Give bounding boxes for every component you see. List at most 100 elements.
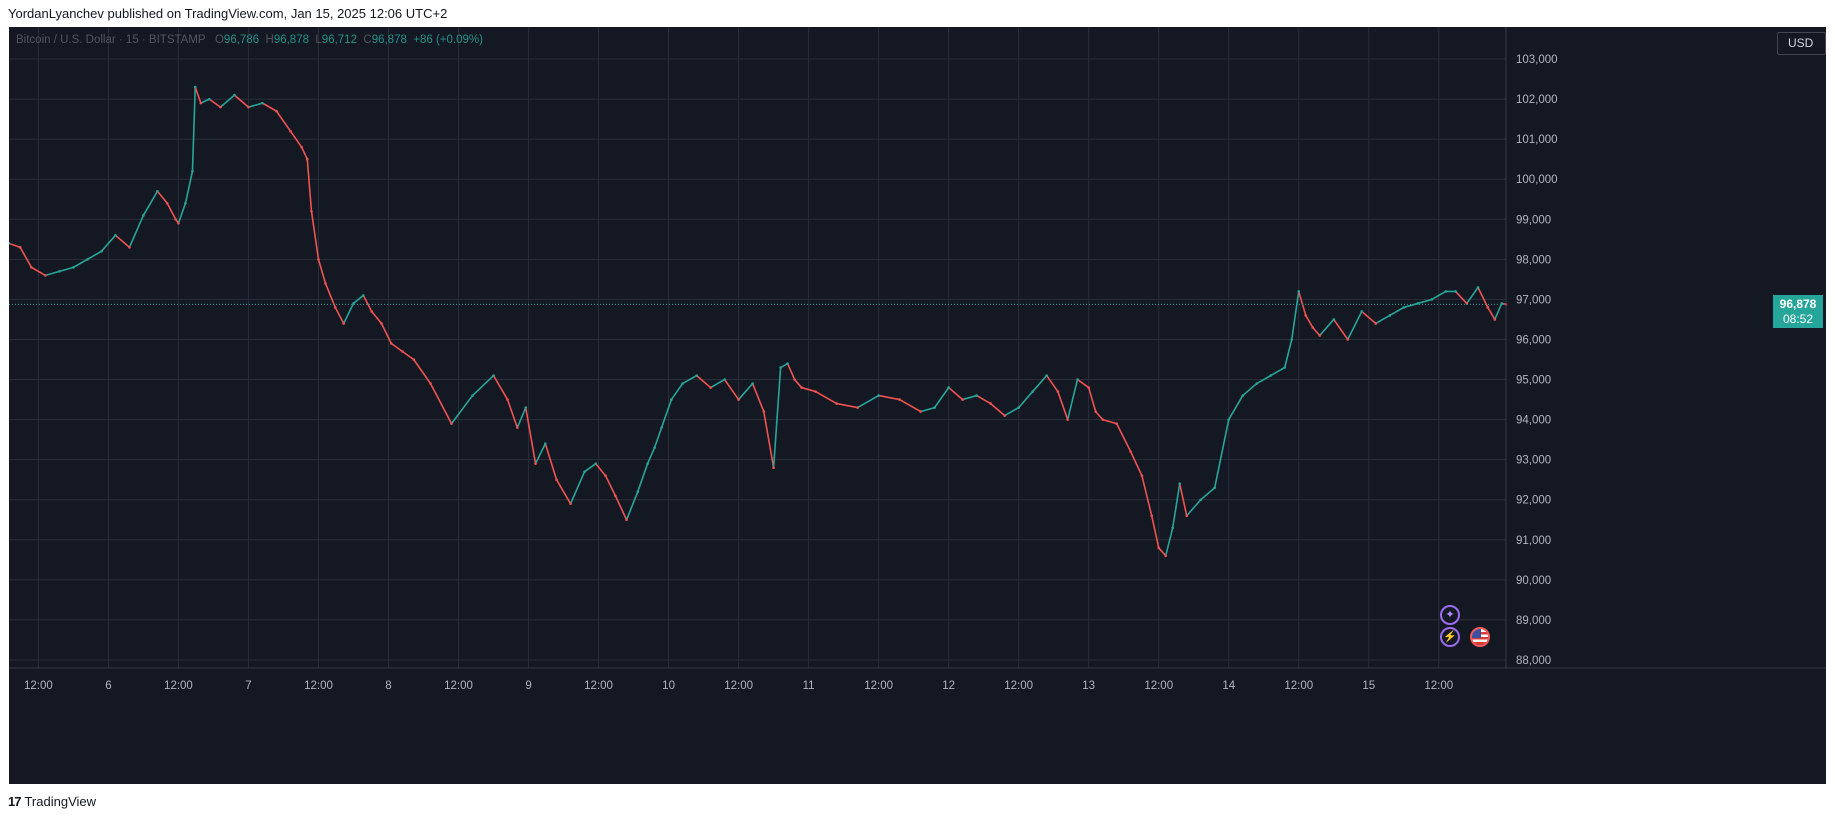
x-tick-label: 12:00 [724, 680, 753, 692]
chart-area[interactable]: 88,000 89,000 90,000 91,000 92,000 93,000 94,0… [9, 27, 1826, 784]
footer-brand[interactable]: 17 TradingView [8, 793, 96, 811]
x-tick-label: 7 [245, 680, 251, 692]
price-point [305, 157, 309, 161]
price-segment [19, 246, 33, 269]
price-point [1003, 414, 1006, 417]
price-segment [1076, 378, 1090, 389]
price-segment [177, 202, 187, 225]
price-segment [450, 394, 474, 425]
price-segment [306, 158, 313, 213]
x-tick-label: 11 [803, 680, 815, 692]
currency-selector[interactable]: USD [1777, 32, 1826, 55]
price-point [625, 518, 628, 522]
price-segment [737, 382, 754, 401]
price-segment [898, 398, 922, 413]
x-tick-label: 12:00 [1144, 680, 1173, 692]
y-tick-label: 102,000 [1516, 94, 1558, 106]
x-tick-label: 12:00 [864, 680, 893, 692]
price-segment [58, 266, 75, 273]
price-point [156, 189, 159, 193]
us-flag-icon[interactable] [1470, 627, 1490, 647]
price-point [1388, 314, 1392, 317]
price-segment [1057, 390, 1069, 421]
price-segment [814, 390, 838, 405]
price-point [1500, 302, 1504, 305]
price-point [1164, 554, 1168, 558]
legend-close-value: 96,878 [371, 34, 407, 46]
price-segment [1486, 306, 1496, 321]
price-point [898, 398, 901, 401]
price-segment [1129, 450, 1143, 477]
price-point [1076, 378, 1079, 381]
price-point [1185, 514, 1189, 518]
y-tick-label: 92,000 [1516, 495, 1551, 507]
price-segment [933, 386, 950, 409]
star-event-icon[interactable]: ✦ [1440, 605, 1460, 625]
lightning-event-icon[interactable]: ⚡ [1440, 627, 1460, 647]
price-point [191, 169, 194, 173]
price-point [86, 258, 89, 261]
price-point [1115, 422, 1118, 425]
price-point [1332, 318, 1336, 321]
price-segment [1290, 290, 1300, 341]
x-tick-label: 13 [1082, 680, 1095, 692]
price-segment [1493, 302, 1503, 321]
legend-symbol: Bitcoin / U.S. Dollar · 15 · BITSTAMP [16, 34, 206, 46]
price-axis-panel [1506, 27, 1826, 784]
price-segment [310, 210, 320, 261]
price-point [289, 129, 292, 133]
price-segment [1402, 302, 1419, 309]
price-segment [200, 98, 211, 104]
price-point [1227, 418, 1231, 421]
y-tick-label: 97,000 [1516, 294, 1551, 306]
price-point [58, 270, 61, 273]
price-point [975, 394, 978, 397]
y-tick-label: 98,000 [1516, 254, 1551, 266]
x-tick-label: 6 [105, 680, 111, 692]
price-series-layer [9, 85, 1508, 558]
price-segment [1346, 310, 1363, 341]
price-segment [471, 374, 495, 397]
price-point [1318, 334, 1322, 337]
price-segment [1115, 422, 1132, 453]
price-segment [947, 386, 964, 401]
x-tick-label: 10 [662, 680, 675, 692]
price-point [1150, 514, 1154, 518]
price-segment [594, 462, 607, 477]
x-tick-label: 8 [385, 680, 391, 692]
price-point [300, 145, 303, 149]
price-segment [1269, 366, 1286, 377]
price-segment [194, 86, 202, 104]
price-segment [208, 98, 222, 108]
price-point [177, 222, 180, 225]
price-segment [233, 94, 250, 108]
price-segment [1454, 290, 1468, 305]
price-segment [401, 350, 415, 361]
price-segment [660, 398, 673, 429]
price-point [317, 258, 320, 261]
y-tick-label: 94,000 [1516, 415, 1551, 427]
price-point [614, 494, 617, 498]
price-segment [670, 382, 684, 401]
price-segment [779, 362, 789, 369]
price-segment [342, 302, 355, 325]
price-point [670, 398, 673, 401]
price-segment [1199, 486, 1216, 501]
price-point [9, 242, 11, 245]
legend-high-label: H [265, 34, 274, 46]
price-segment [289, 130, 303, 148]
price-chart[interactable]: 88,000 89,000 90,000 91,000 92,000 93,000 94,0… [9, 27, 1826, 784]
legend-low-value: 96,712 [321, 34, 357, 46]
price-segment [772, 366, 782, 469]
price-point [947, 386, 950, 389]
price-point [793, 378, 796, 381]
price-segment [300, 146, 309, 161]
price-point [835, 402, 838, 405]
x-tick-label: 12:00 [1424, 680, 1453, 692]
price-segment [44, 270, 61, 277]
grid-layer [9, 27, 1826, 784]
price-segment [1318, 318, 1335, 337]
price-segment [100, 234, 117, 253]
price-point [989, 402, 992, 405]
price-point [604, 474, 607, 478]
